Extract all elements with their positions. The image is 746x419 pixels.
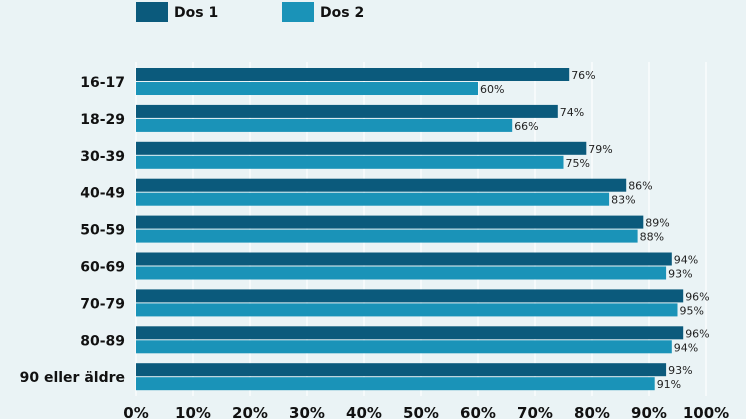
bar-18-29-series-2 [136,118,513,132]
value-labels: 76%60%74%66%79%75%86%83%89%88%94%93%96%9… [480,69,710,391]
category-label-7: 80-89 [80,333,125,349]
x-tick-label-90: 90% [631,404,667,419]
x-tick-label-60: 60% [460,404,496,419]
value-label-70-79-series-1: 96% [685,290,709,303]
x-tick-label-100: 100% [683,404,729,419]
x-tick-label-30: 30% [289,404,325,419]
bar-70-79-series-1 [136,289,684,303]
value-label-70-79-series-2: 95% [680,304,704,317]
value-label-60-69-series-1: 94% [674,254,698,267]
bar-40-49-series-2 [136,192,610,206]
legend: Dos 1 Dos 2 [136,2,364,22]
value-label-30-39-series-1: 79% [588,143,612,156]
bar-50-59-series-2 [136,229,638,243]
value-label-50-59-series-2: 88% [640,231,664,244]
bar-70-79-series-2 [136,303,678,317]
x-tick-labels: 0% 10% 20% 30% 40% 50% 60% 70% 80% 90% 100% [123,404,729,419]
value-label-80-89-series-1: 96% [685,327,709,340]
category-label-6: 70-79 [80,296,125,312]
category-label-8: 90 eller äldre [20,370,125,386]
legend-swatch-2 [282,2,314,22]
x-tick-label-70: 70% [517,404,553,419]
x-tick-label-10: 10% [175,404,211,419]
bar-80-89-series-1 [136,326,684,340]
bar-90 eller äldre-series-1 [136,363,667,377]
value-label-80-89-series-2: 94% [674,341,698,354]
x-tick-label-20: 20% [232,404,268,419]
x-tick-label-40: 40% [346,404,382,419]
value-label-90 eller äldre-series-2: 91% [657,378,681,391]
value-label-60-69-series-2: 93% [668,268,692,281]
x-tick-label-0: 0% [123,404,148,419]
category-label-4: 50-59 [80,223,125,239]
value-label-18-29-series-1: 74% [560,106,584,119]
value-label-16-17-series-1: 76% [571,69,595,82]
category-label-5: 60-69 [80,260,125,276]
bar-80-89-series-2 [136,340,672,354]
bar-16-17-series-2 [136,82,478,95]
x-tick-label-50: 50% [403,404,439,419]
bars [136,68,684,391]
category-label-1: 18-29 [80,112,125,128]
bar-30-39-series-2 [136,155,564,169]
value-label-16-17-series-2: 60% [480,83,504,96]
bar-30-39-series-1 [136,141,587,155]
category-labels: 16-17 18-29 30-39 40-49 50-59 60-69 70-79 80-89… [20,75,125,386]
bar-18-29-series-1 [136,104,558,118]
category-label-0: 16-17 [80,75,125,91]
legend-swatch-1 [136,2,168,22]
legend-label-2: Dos 2 [320,5,364,21]
category-label-2: 30-39 [80,149,125,165]
bar-60-69-series-1 [136,252,672,266]
category-label-3: 40-49 [80,186,125,202]
value-label-18-29-series-2: 66% [514,120,538,133]
x-tick-label-80: 80% [574,404,610,419]
legend-label-1: Dos 1 [174,5,218,21]
value-label-90 eller äldre-series-1: 93% [668,364,692,377]
bar-60-69-series-2 [136,266,667,280]
bar-16-17-series-1 [136,68,570,81]
value-label-40-49-series-1: 86% [628,180,652,193]
value-label-30-39-series-2: 75% [566,157,590,170]
bar-40-49-series-1 [136,178,627,192]
bar-50-59-series-1 [136,215,644,229]
bar-90 eller äldre-series-2 [136,377,655,391]
value-label-50-59-series-1: 89% [645,217,669,230]
value-label-40-49-series-2: 83% [611,194,635,207]
